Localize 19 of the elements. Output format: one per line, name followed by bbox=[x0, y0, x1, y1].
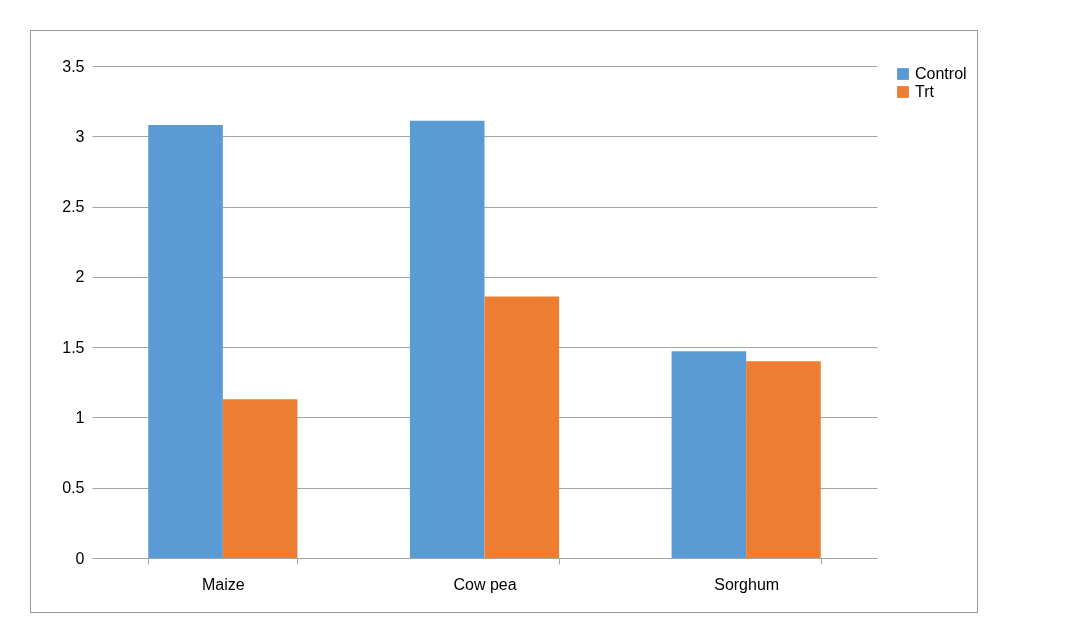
bar bbox=[484, 296, 560, 558]
bar bbox=[148, 125, 223, 558]
y-tick-label: 1.5 bbox=[62, 338, 85, 356]
y-tick-label: 2.5 bbox=[62, 198, 85, 216]
x-tick-label: Sorghum bbox=[714, 575, 780, 593]
legend-label: Control bbox=[915, 65, 967, 82]
legend-label: Trt bbox=[915, 83, 935, 100]
y-tick-label: 2 bbox=[75, 268, 85, 286]
y-tick-label: 1 bbox=[75, 408, 85, 426]
y-tick-label: 0.5 bbox=[62, 479, 85, 497]
x-tick-label: Maize bbox=[201, 575, 245, 593]
bar bbox=[746, 361, 821, 558]
y-tick-label: 0 bbox=[75, 549, 85, 567]
y-tick-label: 3.5 bbox=[62, 57, 85, 75]
y-tick-label: 3 bbox=[75, 127, 85, 145]
bar bbox=[409, 120, 485, 558]
bar bbox=[671, 351, 747, 558]
x-tick-label: Cow pea bbox=[453, 575, 517, 593]
bar bbox=[222, 399, 298, 558]
